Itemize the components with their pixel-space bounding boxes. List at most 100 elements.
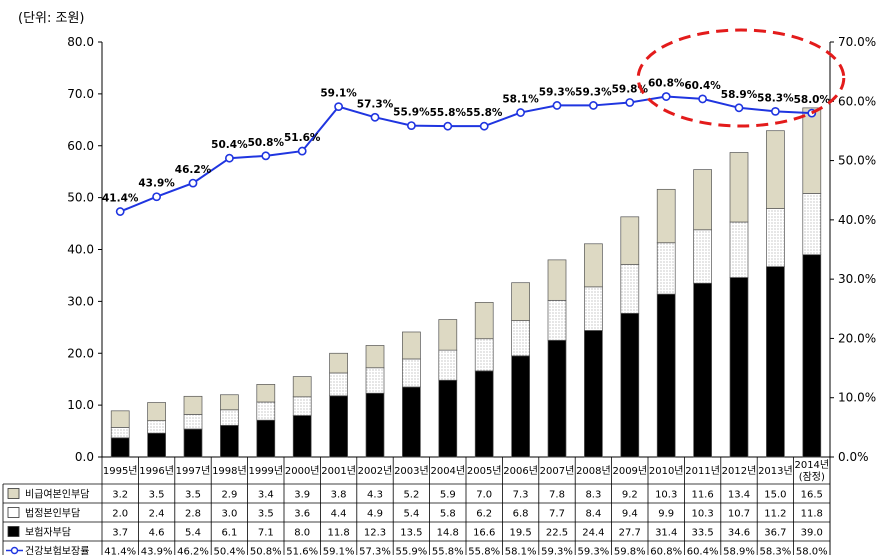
bar-statutory — [511, 320, 530, 357]
table-cell: 11.8 — [327, 528, 349, 539]
coverage-point — [406, 121, 416, 130]
coverage-data-label: 59.1% — [320, 88, 357, 100]
bar-insurer — [584, 330, 603, 458]
x-category-label: 1998년 — [212, 465, 247, 477]
coverage-point — [443, 121, 453, 131]
coverage-data-label: 55.8% — [466, 107, 503, 119]
bar-insurer — [220, 425, 239, 458]
bar-insurer — [256, 419, 276, 458]
coverage-point — [698, 94, 707, 104]
y2-tick-label: 50.0% — [838, 154, 876, 168]
table-cell: 2.8 — [185, 509, 201, 520]
bar-insurer — [438, 379, 458, 458]
table-cell: 9.9 — [658, 509, 674, 520]
table-cell: 59.8% — [614, 547, 646, 555]
bar-statutory — [147, 420, 166, 434]
bar-insurer — [729, 277, 749, 458]
x-category-label: 2014년 — [794, 459, 829, 471]
table-cell: 58.3% — [760, 547, 792, 555]
table-cell: 8.0 — [294, 528, 310, 539]
bar-insurer — [474, 370, 494, 458]
table-cell: 60.4% — [687, 547, 719, 555]
table-cell: 46.2% — [177, 547, 209, 555]
bar-nonbenefit — [620, 216, 640, 265]
bar-statutory — [220, 409, 239, 426]
table-cell: 11.2 — [764, 509, 786, 520]
coverage-point — [552, 101, 562, 110]
table-cell: 4.6 — [149, 528, 165, 539]
bar-statutory — [329, 372, 348, 397]
table-cell: 10.3 — [655, 490, 677, 501]
coverage-data-label: 59.3% — [539, 86, 576, 98]
bar-statutory — [474, 338, 494, 372]
table-cell: 8.3 — [585, 490, 601, 501]
bar-insurer — [365, 392, 385, 458]
bar-statutory — [292, 396, 312, 416]
bar-insurer — [147, 432, 166, 458]
bar-nonbenefit — [365, 345, 385, 369]
table-row-label: 비급여본인부담 — [25, 489, 89, 501]
table-cell: 10.7 — [728, 509, 750, 520]
bar-statutory — [256, 401, 276, 421]
coverage-data-label: 59.3% — [575, 86, 612, 98]
coverage-data-label: 60.4% — [684, 80, 721, 92]
table-cell: 5.4 — [185, 528, 201, 539]
x-category-label: 2006년 — [503, 465, 538, 477]
table-cell: 58.0% — [796, 547, 828, 555]
table-cell: 59.1% — [323, 547, 355, 555]
y-tick-label: 30.0 — [67, 294, 94, 308]
x-category-label: 2009년 — [612, 465, 647, 477]
bar-statutory — [693, 229, 712, 284]
x-category-label: 2005년 — [467, 465, 502, 477]
y-tick-label: 80.0 — [67, 35, 94, 49]
coverage-data-label: 55.9% — [393, 107, 430, 119]
coverage-point — [661, 92, 671, 101]
table-cell: 16.6 — [473, 528, 495, 539]
bar-statutory — [620, 264, 640, 314]
table-cell: 59.3% — [541, 547, 573, 555]
bar-nonbenefit — [402, 331, 421, 360]
legend-swatch — [7, 507, 20, 518]
table-cell: 6.2 — [476, 509, 492, 520]
bar-insurer — [766, 266, 785, 458]
legend-swatch — [10, 546, 19, 555]
bar-nonbenefit — [729, 152, 749, 223]
table-cell: 5.8 — [440, 509, 456, 520]
table-cell: 11.6 — [691, 490, 713, 501]
table-row-label: 법정본인부담 — [25, 508, 80, 520]
y2-tick-label: 60.0% — [838, 94, 876, 108]
bar-statutory — [729, 221, 749, 278]
coverage-data-label: 50.4% — [211, 139, 248, 151]
bar-nonbenefit — [511, 282, 530, 321]
table-cell: 36.7 — [764, 528, 786, 539]
table-cell: 3.5 — [258, 509, 274, 520]
y-tick-label: 0.0 — [75, 450, 94, 464]
bar-nonbenefit — [693, 169, 712, 231]
bar-nonbenefit — [147, 402, 166, 422]
y2-tick-label: 30.0% — [838, 272, 876, 286]
table-cell: 16.5 — [801, 490, 823, 501]
bar-statutory — [584, 286, 603, 331]
bar-statutory — [365, 367, 385, 394]
y-tick-label: 20.0 — [67, 346, 94, 360]
table-cell: 2.0 — [112, 509, 128, 520]
highlight-ellipse — [636, 28, 846, 128]
bar-nonbenefit — [766, 130, 785, 209]
data-table: 1995년 1996년 1997년 1998년 1999년 2000년 2001년 2002년… — [2, 457, 831, 555]
table-cell: 3.8 — [331, 490, 347, 501]
table-cell: 6.1 — [221, 528, 237, 539]
table-cell: 7.7 — [549, 509, 565, 520]
table-cell: 59.3% — [578, 547, 610, 555]
table-cell: 58.1% — [505, 547, 537, 555]
coverage-data-label: 55.8% — [430, 107, 467, 119]
table-cell: 22.5 — [546, 528, 568, 539]
coverage-data-label: 58.0% — [794, 94, 831, 106]
table-cell: 9.4 — [622, 509, 638, 520]
bar-insurer — [292, 415, 312, 458]
bar-insurer — [329, 395, 348, 458]
y-tick-label: 60.0 — [67, 139, 94, 153]
bar-nonbenefit — [256, 384, 276, 403]
coverage-data-label: 59.8% — [612, 83, 649, 95]
bar-statutory — [438, 349, 458, 381]
bar-nonbenefit — [584, 243, 603, 288]
